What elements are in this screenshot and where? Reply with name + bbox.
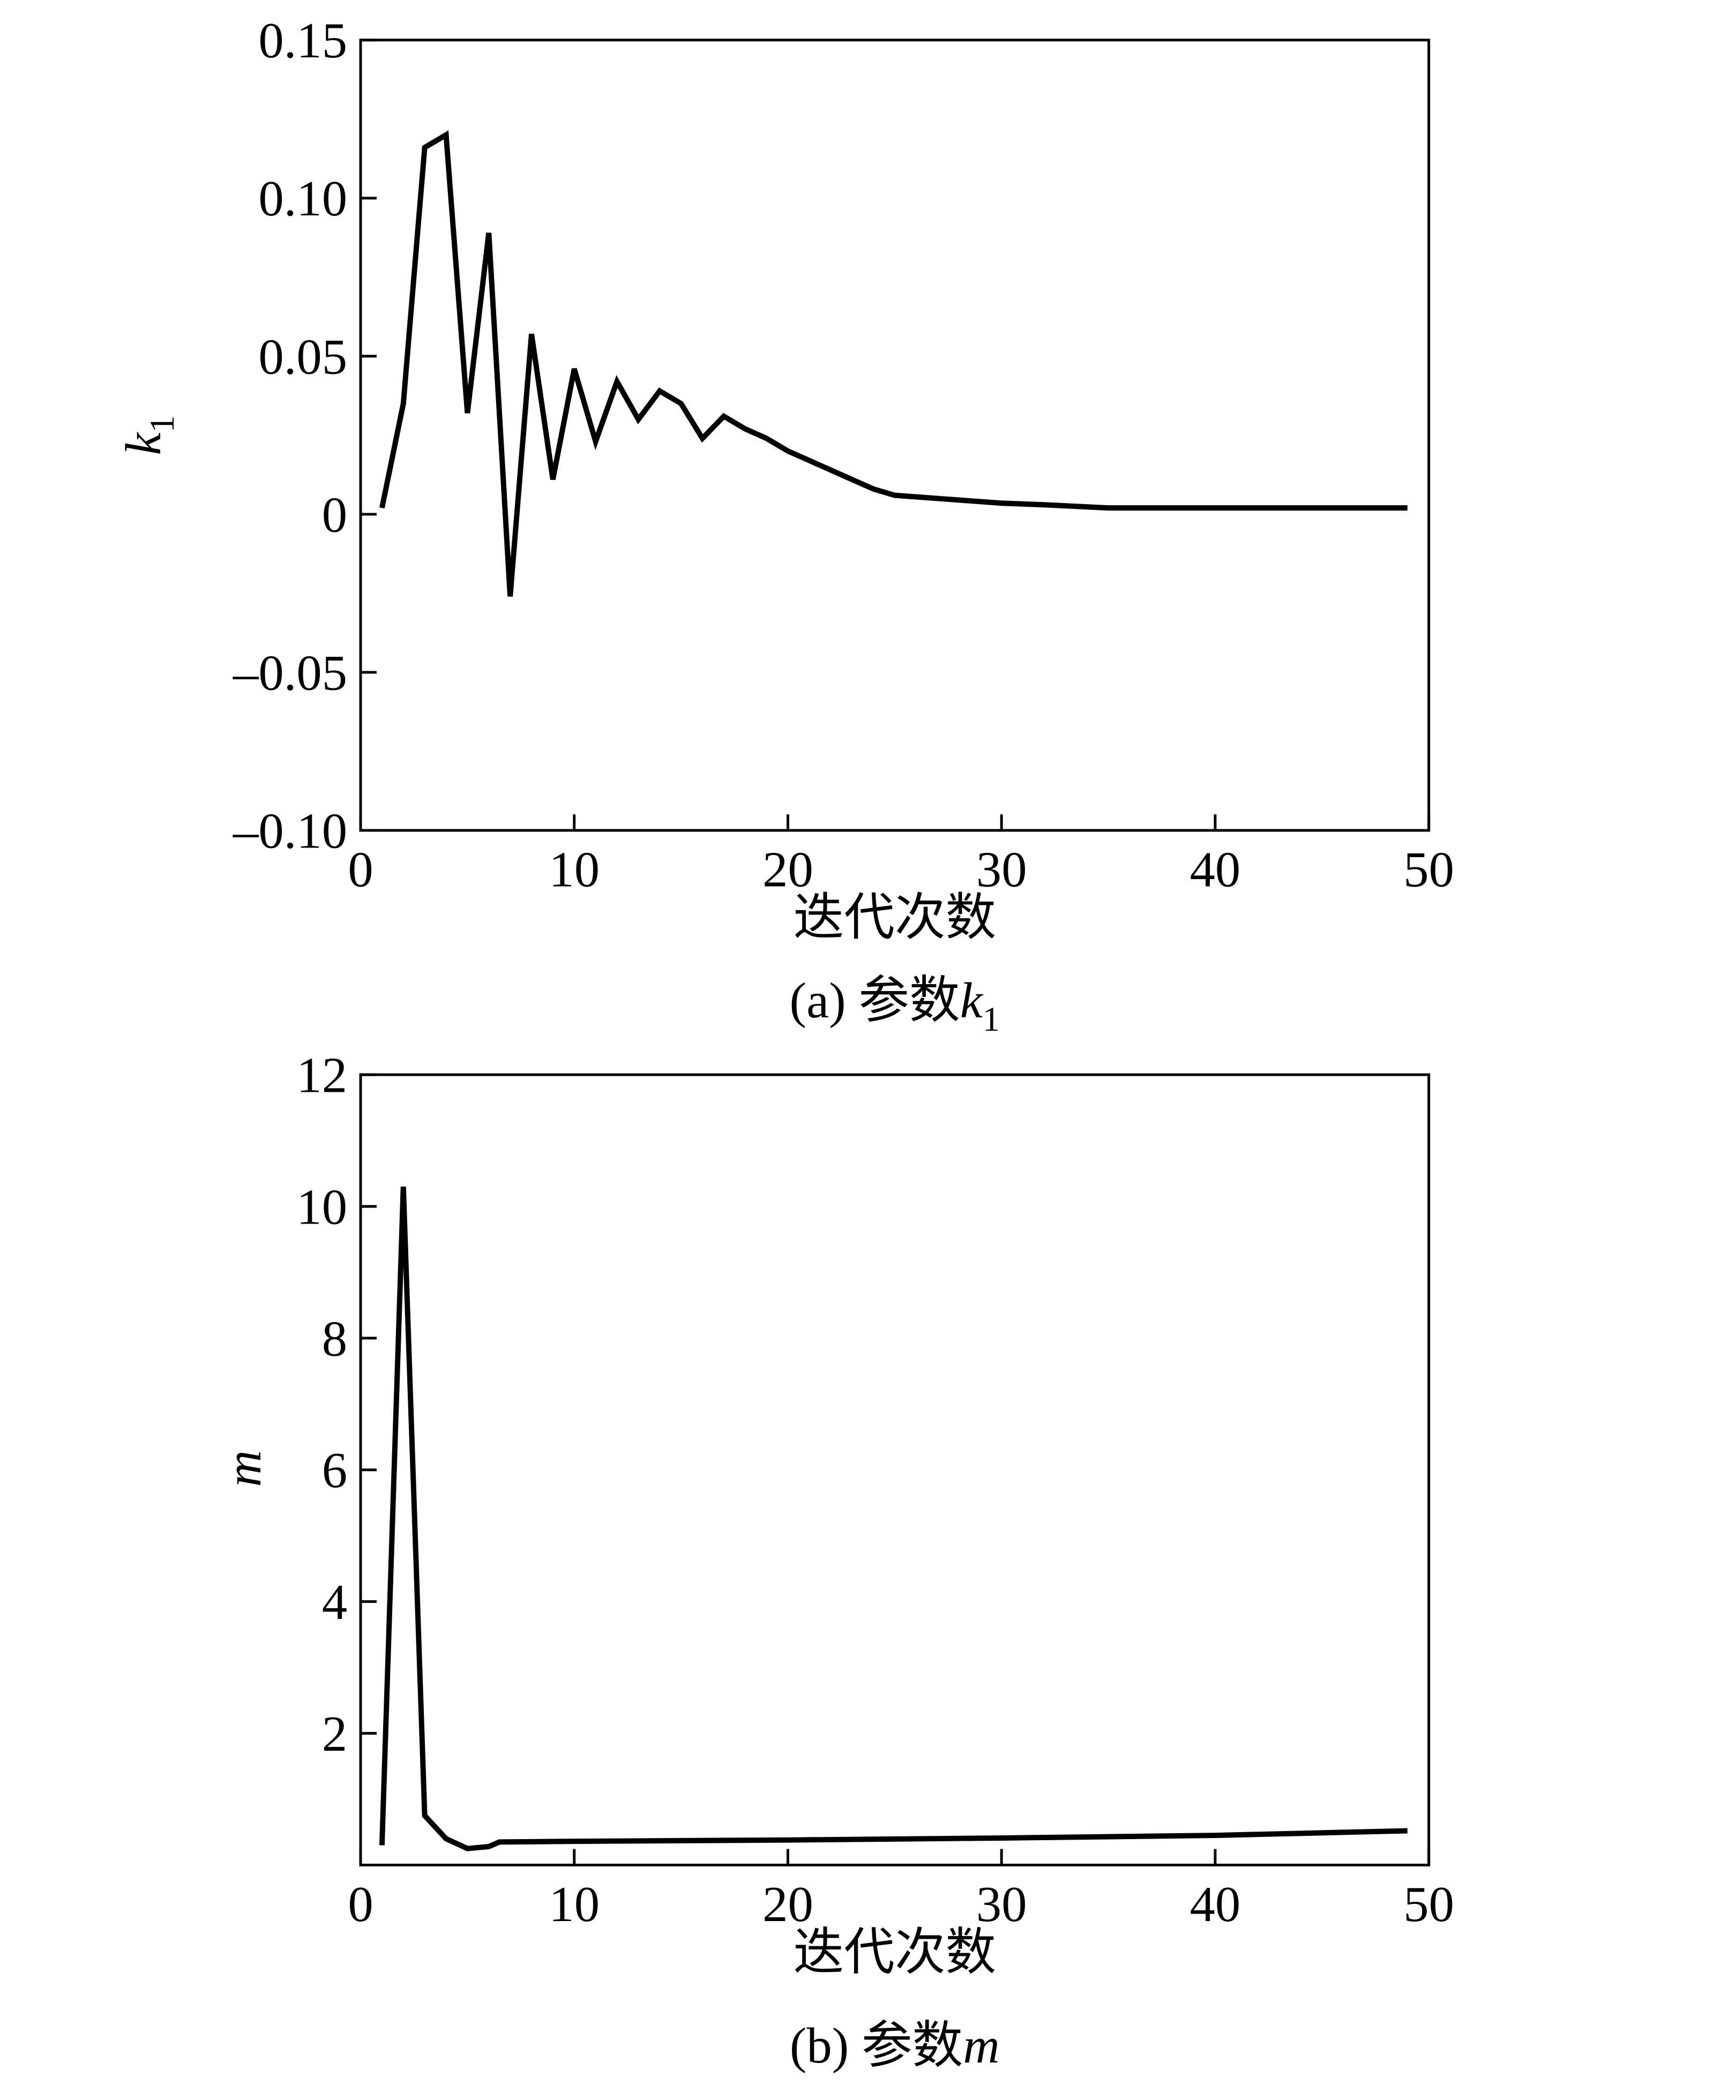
data-line (379, 1186, 1408, 1851)
x-axis-label: 迭代次数 (793, 890, 996, 946)
y-label-var: m (216, 1450, 272, 1487)
y-tick-label: 8 (322, 1311, 347, 1367)
y-tick-label: –0.05 (233, 645, 347, 701)
y-tick-label: 10 (296, 1179, 347, 1235)
caption: (b) 参数m (790, 2018, 1000, 2074)
y-tick-label: 2 (322, 1706, 347, 1762)
x-tick-label: 0 (348, 1877, 373, 1932)
x-tick-label: 30 (976, 1877, 1027, 1932)
y-tick-label: 6 (322, 1443, 347, 1498)
y-axis-label: m (216, 1450, 272, 1487)
caption-text: (b) 参数 (790, 2018, 963, 2074)
x-tick-label: 40 (1190, 842, 1241, 898)
y-tick-label: 12 (296, 1047, 347, 1103)
x-tick-label: 10 (549, 842, 600, 898)
y-tick-label: –0.10 (233, 803, 347, 859)
x-tick-label: 40 (1190, 1877, 1241, 1932)
caption-sub: 1 (983, 1000, 1000, 1039)
caption-var: k (960, 973, 984, 1029)
x-tick-label: 30 (976, 842, 1027, 898)
y-label-var: k (116, 432, 171, 455)
y-axis-label: k1 (116, 415, 182, 455)
x-tick-label: 20 (762, 1877, 813, 1932)
x-tick-label: 50 (1403, 1877, 1454, 1932)
x-tick-label: 50 (1403, 842, 1454, 898)
caption-var: m (963, 2018, 999, 2074)
caption-text: (a) 参数 (790, 973, 960, 1029)
plot-frame (359, 1073, 1431, 1866)
y-tick-label: 0.10 (258, 171, 347, 227)
x-tick-label: 0 (348, 842, 373, 898)
y-tick-label: 4 (322, 1574, 347, 1630)
plot-frame (359, 39, 1431, 832)
y-tick-label: 0.05 (258, 329, 347, 385)
y-label-sub: 1 (143, 415, 182, 432)
x-tick-label: 20 (762, 842, 813, 898)
y-tick-label: 0 (322, 487, 347, 543)
caption: (a) 参数k1 (790, 973, 1000, 1039)
x-axis-label: 迭代次数 (793, 1925, 996, 1981)
data-line (379, 130, 1408, 597)
x-tick-label: 10 (549, 1877, 600, 1932)
y-tick-label: 0.15 (258, 13, 347, 69)
